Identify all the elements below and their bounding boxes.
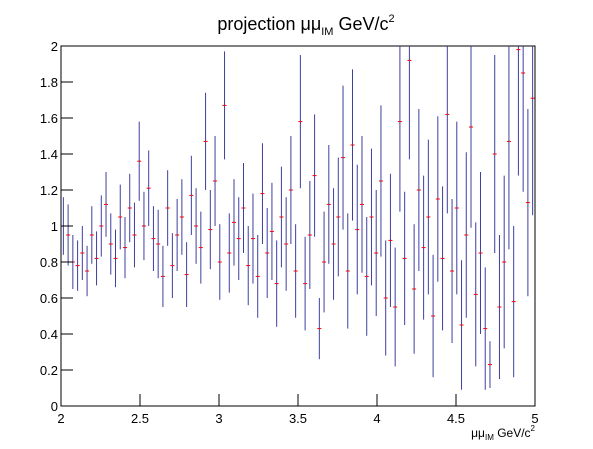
marks [61,46,535,390]
y-tick-label: 1.8 [40,75,58,90]
y-tick-label: 0 [51,399,58,414]
title-rest: GeV/c [333,14,388,34]
x-tick-label: 4.5 [447,411,465,426]
xlabel-rest: GeV/c [494,426,531,440]
chart-title: projection μμIM GeV/c2 [217,13,394,38]
xlabel-sup: 2 [531,424,536,433]
x-tick-label: 4 [373,411,380,426]
x-tick-label: 3.5 [289,411,307,426]
xlabel-main: μμ [471,426,485,440]
x-tick-label: 2.5 [131,411,149,426]
title-sup: 2 [388,13,394,25]
x-tick-label: 3 [215,411,222,426]
y-tick-label: 1.6 [40,111,58,126]
xlabel-sub: IM [485,433,494,442]
y-tick-label: 0.6 [40,291,58,306]
title-sub: IM [321,26,333,38]
y-tick-label: 2 [51,39,58,54]
y-tick-label: 0.2 [40,363,58,378]
y-tick-label: 1.2 [40,183,58,198]
x-tick-label: 5 [531,411,538,426]
y-tick-label: 1 [51,219,58,234]
plot-frame [60,45,536,407]
x-axis-label: μμIM GeV/c2 [471,424,535,442]
x-tick-label: 2 [57,411,64,426]
y-tick-label: 0.8 [40,255,58,270]
y-tick-label: 1.4 [40,147,58,162]
title-main: projection μμ [217,14,321,34]
y-tick-label: 0.4 [40,327,58,342]
